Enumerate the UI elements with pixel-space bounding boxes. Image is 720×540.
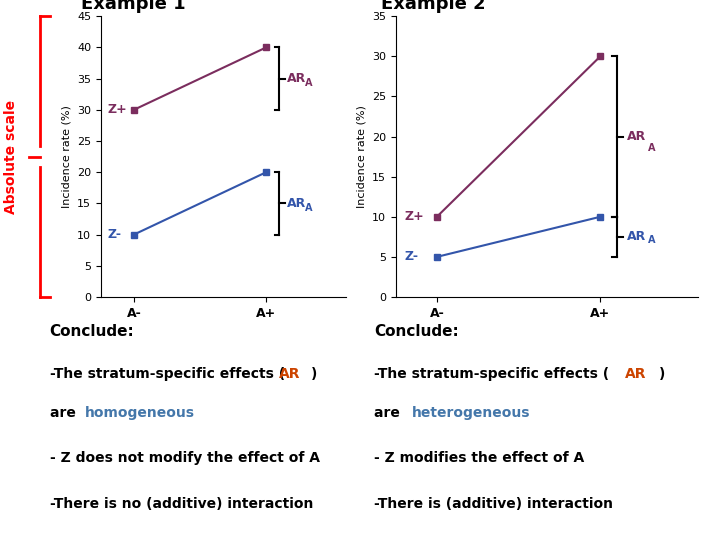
Text: A: A bbox=[648, 235, 655, 245]
Text: -The stratum-specific effects (: -The stratum-specific effects ( bbox=[374, 367, 609, 381]
Text: Z-: Z- bbox=[107, 228, 122, 241]
Text: - Z does not modify the effect of A: - Z does not modify the effect of A bbox=[50, 451, 320, 465]
Text: Z+: Z+ bbox=[404, 210, 424, 223]
Text: AR: AR bbox=[626, 231, 646, 244]
Text: Absolute scale: Absolute scale bbox=[4, 99, 18, 214]
Text: AR: AR bbox=[287, 72, 307, 85]
Text: Conclude:: Conclude: bbox=[50, 324, 135, 339]
Y-axis label: Incidence rate (%): Incidence rate (%) bbox=[356, 105, 366, 208]
Text: homogeneous: homogeneous bbox=[84, 406, 194, 420]
Text: A: A bbox=[305, 78, 312, 88]
Text: Z-: Z- bbox=[404, 251, 418, 264]
Text: -The stratum-specific effects (: -The stratum-specific effects ( bbox=[50, 367, 284, 381]
Text: Example 2: Example 2 bbox=[381, 0, 485, 14]
Text: AR: AR bbox=[279, 367, 301, 381]
Text: ): ) bbox=[311, 367, 318, 381]
Text: Example 1: Example 1 bbox=[81, 0, 186, 14]
Text: Conclude:: Conclude: bbox=[374, 324, 459, 339]
Text: Z+: Z+ bbox=[107, 103, 127, 116]
Text: are: are bbox=[374, 406, 405, 420]
Text: AR: AR bbox=[625, 367, 646, 381]
Text: AR: AR bbox=[626, 130, 646, 143]
Text: heterogeneous: heterogeneous bbox=[412, 406, 531, 420]
Text: are: are bbox=[50, 406, 81, 420]
Text: A: A bbox=[305, 202, 312, 213]
Text: A: A bbox=[648, 143, 655, 153]
Text: -There is no (additive) interaction: -There is no (additive) interaction bbox=[50, 497, 313, 511]
Y-axis label: Incidence rate (%): Incidence rate (%) bbox=[61, 105, 71, 208]
Text: - Z modifies the effect of A: - Z modifies the effect of A bbox=[374, 451, 585, 465]
Text: ): ) bbox=[660, 367, 665, 381]
Text: -There is (additive) interaction: -There is (additive) interaction bbox=[374, 497, 613, 511]
Text: AR: AR bbox=[287, 197, 307, 210]
